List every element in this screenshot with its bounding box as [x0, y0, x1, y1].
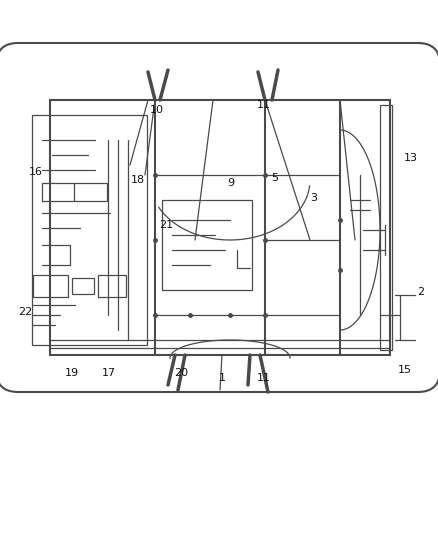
Text: 22: 22: [18, 307, 32, 317]
Text: 15: 15: [398, 365, 412, 375]
Text: 21: 21: [159, 220, 173, 230]
Text: 10: 10: [150, 105, 164, 115]
Text: 19: 19: [65, 368, 79, 378]
Text: 1: 1: [219, 373, 226, 383]
Text: 20: 20: [174, 368, 188, 378]
Text: 16: 16: [29, 167, 43, 177]
Bar: [42, 183, 107, 201]
Bar: [380, 105, 392, 350]
Text: 13: 13: [404, 153, 418, 163]
Bar: [98, 275, 126, 297]
Text: 18: 18: [131, 175, 145, 185]
Text: 3: 3: [311, 193, 318, 203]
Bar: [72, 278, 94, 294]
Text: 11: 11: [257, 373, 271, 383]
Text: 5: 5: [272, 173, 279, 183]
FancyBboxPatch shape: [0, 43, 438, 392]
Bar: [33, 275, 68, 297]
Text: 2: 2: [417, 287, 424, 297]
Bar: [162, 200, 252, 290]
Text: 9: 9: [227, 178, 235, 188]
Text: 17: 17: [102, 368, 116, 378]
Bar: [32, 115, 147, 345]
Text: 11: 11: [257, 100, 271, 110]
